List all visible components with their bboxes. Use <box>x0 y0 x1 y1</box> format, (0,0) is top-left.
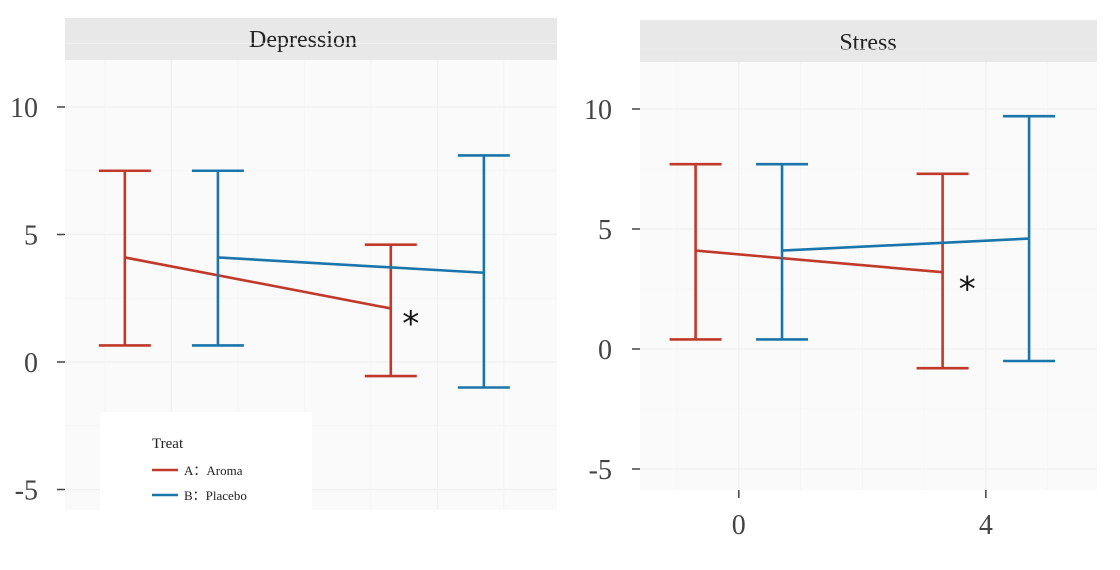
errorbar-placebo <box>1003 114 1056 363</box>
errorbar-placebo <box>457 154 510 389</box>
annotations-depression: * <box>402 304 419 344</box>
y-tick-label: 0 <box>24 348 38 379</box>
y-tick-label: -5 <box>589 455 612 486</box>
errorbar-aroma <box>669 162 722 341</box>
plot-area-stress <box>640 62 1097 490</box>
x-tick-label: 4 <box>979 510 993 541</box>
legend-box <box>100 412 312 512</box>
x-tick-label: 0 <box>732 510 746 541</box>
significance-star: * <box>959 270 976 310</box>
y-axis-depression: -5 0 5 10 <box>10 93 65 507</box>
errorbar-placebo <box>756 162 809 341</box>
y-tick-label: -5 <box>15 476 38 507</box>
legend: Treat A：Aroma B：Placebo <box>100 412 312 512</box>
facet-title-stress: Stress <box>839 30 896 56</box>
mean-line-placebo <box>781 237 1030 252</box>
errorbar-placebo <box>191 169 244 347</box>
facet-strip-stress <box>640 20 1097 62</box>
series-depression <box>98 154 510 389</box>
legend-label-aroma: A：Aroma <box>184 463 243 478</box>
y-tick-label: 10 <box>10 93 38 124</box>
mean-line-aroma <box>695 249 943 274</box>
y-tick-label: 10 <box>584 95 612 126</box>
facet-title-depression: Depression <box>249 27 357 53</box>
series-stress <box>669 114 1056 370</box>
mean-line-placebo <box>217 256 484 275</box>
y-axis-stress: -5 0 5 10 <box>584 95 640 486</box>
panel-depression: Depression -5 0 5 10 * Treat A：Aroma B：Plac… <box>10 18 557 512</box>
errorbar-aroma <box>98 169 151 347</box>
y-tick-label: 5 <box>598 215 612 246</box>
legend-title: Treat <box>152 436 184 452</box>
facet-strip-depression <box>65 18 557 60</box>
annotations-stress: * <box>959 270 976 310</box>
y-tick-label: 5 <box>24 221 38 252</box>
y-tick-label: 0 <box>598 335 612 366</box>
mean-line-aroma <box>124 256 392 310</box>
errorbar-aroma <box>916 172 969 370</box>
legend-label-placebo: B：Placebo <box>184 488 247 503</box>
gridlines-stress <box>640 48 1097 490</box>
significance-star: * <box>402 304 419 344</box>
